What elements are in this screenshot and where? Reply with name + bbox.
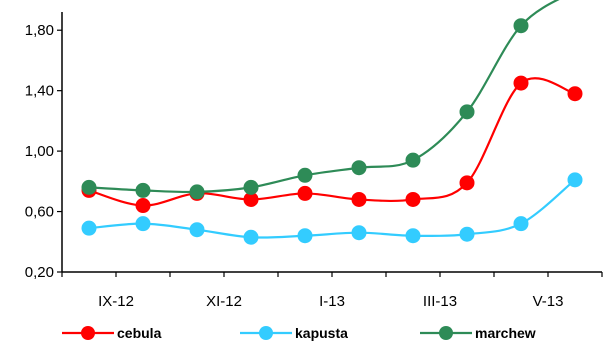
legend: cebula kapusta marchew: [62, 325, 536, 341]
series-kapusta: [81, 172, 583, 245]
data-point-cebula: [243, 191, 259, 207]
data-point-marchew: [405, 152, 421, 168]
data-point-kapusta: [297, 228, 313, 244]
legend-marker-marchew: [439, 326, 453, 340]
data-point-cebula: [135, 198, 151, 214]
x-tick-label: XI-12: [206, 293, 242, 310]
series-line-kapusta: [88, 178, 576, 239]
y-tick-label: 0,60: [25, 204, 54, 221]
y-tick-label: 0,20: [25, 264, 54, 281]
series-line-cebula: [88, 77, 576, 207]
legend-label-kapusta: kapusta: [295, 325, 348, 341]
data-point-cebula: [297, 185, 313, 201]
data-point-kapusta: [351, 225, 367, 241]
x-tick-label: IX-12: [98, 293, 134, 310]
data-point-marchew: [81, 179, 97, 195]
data-point-cebula: [513, 75, 529, 91]
data-point-kapusta: [243, 229, 259, 245]
y-tick-label: 1,80: [25, 22, 54, 39]
data-point-marchew: [189, 184, 205, 200]
data-point-kapusta: [81, 220, 97, 236]
data-point-cebula: [405, 191, 421, 207]
legend-marker-cebula: [81, 326, 95, 340]
x-tick-label: I-13: [319, 293, 345, 310]
x-tick-label: III-13: [423, 293, 457, 310]
data-point-kapusta: [513, 216, 529, 232]
y-tick-label: 1,00: [25, 143, 54, 160]
legend-label-cebula: cebula: [117, 325, 162, 341]
x-axis: IX-12 XI-12 I-13 III-13 V-13: [61, 271, 603, 310]
data-point-marchew: [243, 179, 259, 195]
data-point-marchew: [513, 18, 529, 34]
data-point-marchew: [297, 167, 313, 183]
series-layer: [81, 0, 583, 245]
data-point-kapusta: [459, 226, 475, 242]
series-cebula: [81, 75, 583, 214]
data-point-marchew: [135, 182, 151, 198]
data-point-kapusta: [567, 172, 583, 188]
data-point-cebula: [567, 86, 583, 102]
data-point-marchew: [459, 104, 475, 120]
data-point-cebula: [459, 175, 475, 191]
y-tick-label: 1,40: [25, 83, 54, 100]
data-point-cebula: [351, 191, 367, 207]
data-point-marchew: [351, 160, 367, 176]
data-point-kapusta: [405, 228, 421, 244]
data-point-kapusta: [135, 216, 151, 232]
legend-label-marchew: marchew: [475, 325, 536, 341]
series-line-marchew: [88, 0, 560, 194]
y-axis: 0,20 0,60 1,00 1,40 1,80: [25, 12, 63, 281]
series-marchew: [81, 0, 560, 200]
legend-item-kapusta: kapusta: [240, 325, 348, 341]
x-tick-label: V-13: [533, 293, 564, 310]
legend-item-marchew: marchew: [420, 325, 536, 341]
legend-marker-kapusta: [259, 326, 273, 340]
legend-item-cebula: cebula: [62, 325, 162, 341]
data-point-kapusta: [189, 222, 205, 238]
